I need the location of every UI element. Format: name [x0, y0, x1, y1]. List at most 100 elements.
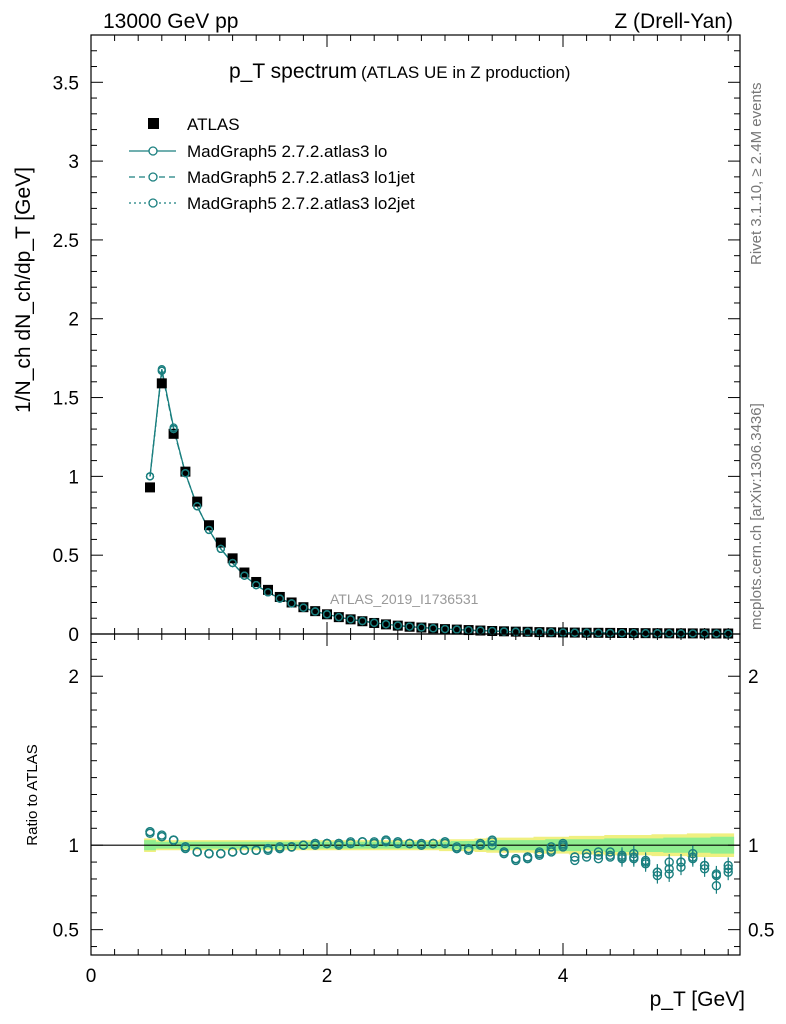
mc-data-point [452, 625, 461, 634]
ratio-data-point [534, 847, 545, 857]
atlas-data-point [274, 591, 285, 602]
mc-data-point [204, 525, 214, 535]
mc-data-point [287, 599, 296, 608]
atlas-data-point [499, 626, 509, 637]
mc-data-point [381, 620, 391, 629]
ratio-data-point [428, 838, 438, 849]
ratio-data-point [286, 842, 297, 852]
ratio-data-point [629, 848, 639, 859]
atlas-data-point [381, 619, 391, 630]
ratio-data-point [570, 852, 580, 862]
atlas-data-point [227, 553, 238, 564]
ratio-data-point [605, 852, 615, 862]
atlas-data-point [345, 614, 356, 625]
ratio-data-point [463, 843, 474, 854]
ratio-data-point [452, 843, 462, 854]
ratio-data-point [180, 842, 191, 852]
atlas-data-point [652, 628, 663, 639]
ratio-data-point [605, 847, 615, 857]
ratio-data-point [546, 842, 556, 852]
ratio-data-point [581, 848, 592, 859]
mc-data-point [429, 624, 438, 633]
ratio-data-point [688, 852, 698, 862]
mc-data-point [299, 603, 308, 612]
ratio-data-point [570, 855, 580, 866]
ratio-ytick-label-right: 2 [748, 667, 759, 688]
ratio-data-point [357, 837, 368, 847]
atlas-data-point [369, 617, 380, 628]
ratio-data-point [251, 845, 261, 855]
mc-data-point [228, 558, 237, 568]
watermark: ATLAS_2019_I1736531 [330, 591, 479, 607]
mc-data-point [641, 629, 650, 638]
header-energy: 13000 GeV pp [103, 10, 238, 33]
atlas-data-point [510, 626, 521, 637]
mc-data-point [665, 629, 674, 638]
atlas-data-point [558, 627, 568, 638]
atlas-data-point [546, 627, 557, 638]
mc-data-point [393, 621, 402, 630]
main-ytick-label: 2 [68, 310, 79, 331]
atlas-data-point [168, 428, 179, 439]
ratio-data-point [275, 842, 285, 852]
atlas-data-point [204, 520, 214, 531]
side-rivet-info: Rivet 3.1.10, ≥ 2.4M events [748, 83, 765, 266]
atlas-data-point [593, 627, 604, 638]
ratio-data-point [145, 826, 155, 837]
main-title-text: p_T spectrum [229, 60, 357, 83]
ratio-data-point [310, 838, 320, 849]
ratio-data-point [593, 854, 604, 864]
atlas-data-point [192, 496, 203, 507]
mc-data-point [193, 502, 202, 511]
legend-mc-marker [148, 172, 158, 182]
mc-data-point [322, 610, 332, 619]
ratio-data-point [652, 867, 663, 877]
ratio-data-point [322, 838, 332, 849]
ratio-data-point [522, 852, 533, 862]
atlas-data-point [605, 627, 616, 638]
ratio-xtick-label: 4 [558, 966, 569, 987]
mc-data-point [417, 623, 426, 632]
main-series-line [149, 370, 729, 635]
atlas-data-point [487, 626, 498, 637]
ratio-data-point [511, 854, 521, 864]
mc-data-point [216, 544, 225, 554]
ratio-data-point [676, 857, 686, 867]
mc-data-point [311, 607, 320, 616]
ratio-data-point [334, 838, 344, 849]
ratio-ytick-label: 0.5 [53, 921, 79, 942]
ratio-data-point [593, 847, 604, 857]
main-title: p_T spectrum (ATLAS UE in Z production) [229, 60, 570, 83]
ratio-ytick-label-right: 1 [748, 836, 759, 857]
ratio-data-point [534, 850, 545, 861]
ratio-data-point [168, 835, 179, 845]
ratio-data-point [157, 832, 167, 842]
ratio-data-point [711, 869, 722, 879]
mc-data-point [263, 588, 273, 597]
legend: ATLAS MadGraph5 2.7.2.atlas3 lo MadGraph5 … [129, 115, 415, 213]
legend-mc-marker [148, 198, 158, 208]
header-process: Z (Drell-Yan) [614, 10, 733, 33]
mc-data-point [157, 366, 166, 375]
mc-data-point [464, 626, 473, 635]
ratio-data-point [298, 840, 309, 850]
atlas-data-point [298, 602, 309, 613]
atlas-data-point [263, 584, 273, 595]
atlas-data-point [286, 597, 297, 608]
ratio-data-point [723, 864, 733, 874]
mc-data-point [594, 628, 603, 638]
ratio-data-point [546, 845, 556, 855]
ratio-data-point [487, 837, 497, 847]
mc-data-point [499, 627, 509, 636]
ratio-ytick-label: 2 [68, 667, 79, 688]
mc-data-point [405, 622, 414, 631]
atlas-data-point [180, 466, 191, 477]
ratio-data-point [416, 840, 427, 850]
atlas-data-point [676, 628, 686, 639]
legend-label: ATLAS [187, 115, 240, 134]
atlas-data-point [404, 621, 415, 632]
mc-data-point [570, 628, 579, 637]
mc-data-point [275, 594, 284, 603]
ratio-xtick-label: 0 [86, 966, 97, 987]
ratio-data-point [664, 857, 674, 867]
